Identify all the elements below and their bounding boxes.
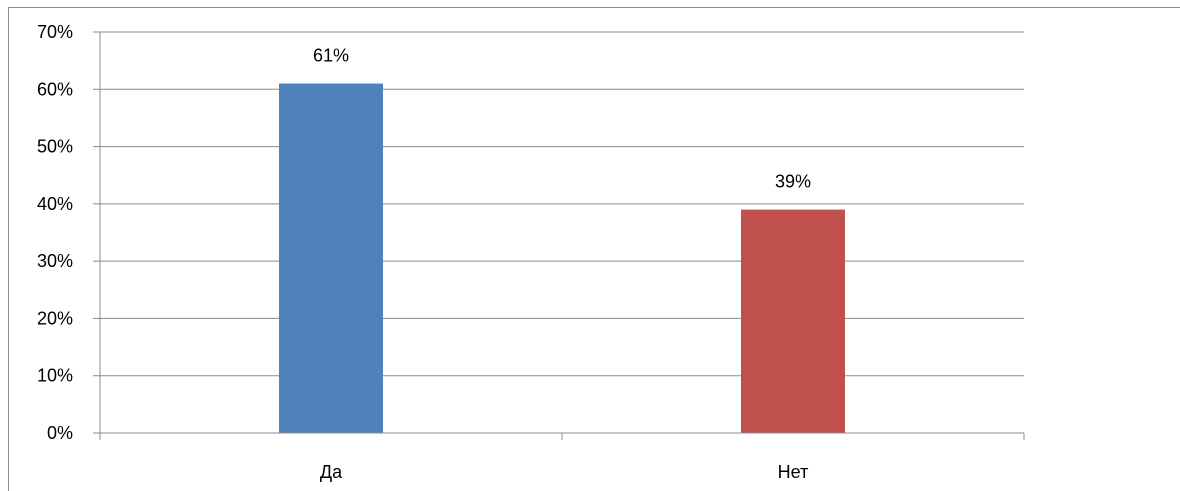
axes bbox=[93, 31, 1025, 440]
data-label: 61% bbox=[313, 46, 349, 66]
labels: 0% 10% 20% 30% 40% 50% 60% 70% 61% Да 39% Нет bbox=[37, 22, 811, 482]
x-tick-label: Нет bbox=[778, 462, 809, 482]
data-label: 39% bbox=[775, 172, 811, 192]
bar bbox=[279, 83, 383, 434]
y-tick-label: 50% bbox=[37, 137, 73, 157]
y-tick-label: 40% bbox=[37, 194, 73, 214]
y-tick-label: 60% bbox=[37, 79, 73, 99]
y-tick-label: 0% bbox=[47, 423, 73, 443]
bars bbox=[279, 83, 845, 434]
y-tick-label: 70% bbox=[37, 22, 73, 42]
y-tick-label: 10% bbox=[37, 366, 73, 386]
gridlines bbox=[100, 31, 1024, 377]
bar bbox=[741, 209, 845, 433]
y-tick-label: 20% bbox=[37, 308, 73, 328]
y-tick-label: 30% bbox=[37, 251, 73, 271]
chart-frame bbox=[8, 7, 1180, 491]
x-tick-label: Да bbox=[320, 462, 343, 482]
